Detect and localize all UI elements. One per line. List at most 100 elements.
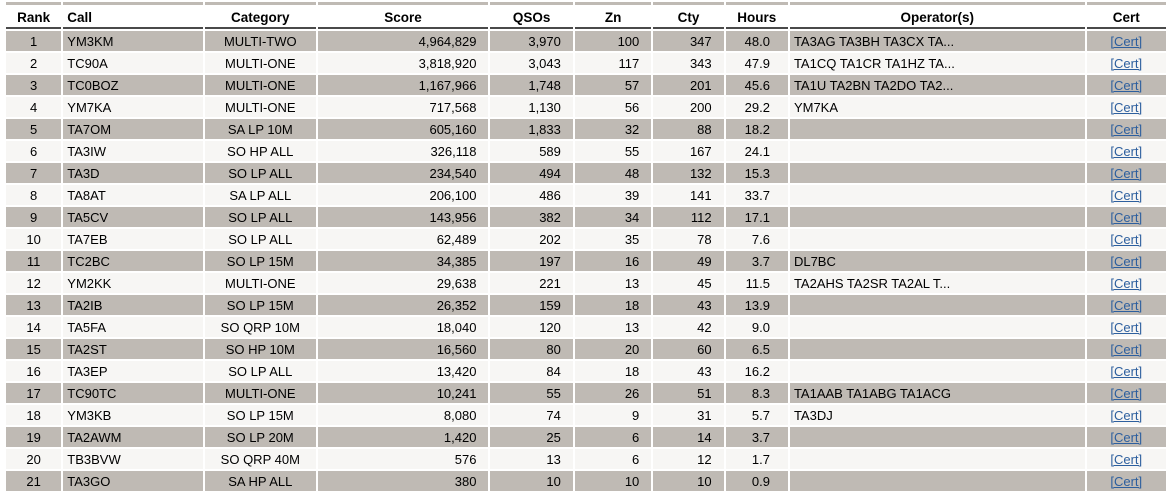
- cell-operators: [789, 295, 1085, 315]
- cell-score: 29,638: [317, 273, 489, 293]
- cell-rank: 11: [6, 251, 62, 271]
- cell-category: MULTI-ONE: [205, 75, 316, 95]
- cell-rank: 6: [6, 141, 62, 161]
- cell-cty: 31: [653, 405, 724, 425]
- cell-call: YM2KK: [63, 273, 203, 293]
- column-header-rank: Rank: [6, 7, 62, 29]
- cell-zn: 6: [574, 449, 652, 469]
- cell-category: SO HP ALL: [205, 141, 316, 161]
- cell-zn: 100: [574, 31, 652, 51]
- cell-cty: 167: [653, 141, 724, 161]
- cell-score: 13,420: [317, 361, 489, 381]
- cell-category: MULTI-ONE: [205, 53, 316, 73]
- table-row: 15 TA2ST SO HP 10M 16,560 80 20 60 6.5 [Cert]: [6, 339, 1166, 359]
- cert-link[interactable]: [Cert]: [1110, 209, 1143, 225]
- table-row: 16 TA3EP SO LP ALL 13,420 84 18 43 16.2 [Cert]: [6, 361, 1166, 381]
- cert-link[interactable]: [Cert]: [1110, 231, 1143, 247]
- cell-cty: 201: [653, 75, 724, 95]
- cell-zn: 117: [574, 53, 652, 73]
- cell-qsos: 197: [490, 251, 573, 271]
- cert-link[interactable]: [Cert]: [1110, 363, 1143, 379]
- cell-zn: 39: [574, 185, 652, 205]
- cell-zn: 48: [574, 163, 652, 183]
- cert-link[interactable]: [Cert]: [1110, 55, 1143, 71]
- cutoff-cell: [725, 2, 788, 5]
- cell-score: 143,956: [317, 207, 489, 227]
- cell-zn: 18: [574, 361, 652, 381]
- cell-call: TA2ST: [63, 339, 203, 359]
- cert-link[interactable]: [Cert]: [1110, 121, 1143, 137]
- cell-rank: 20: [6, 449, 62, 469]
- cell-hours: 17.1: [725, 207, 788, 227]
- cell-zn: 26: [574, 383, 652, 403]
- cutoff-cell: [653, 2, 724, 5]
- cutoff-cell: [1086, 2, 1166, 5]
- cell-category: SO QRP 40M: [205, 449, 316, 469]
- cell-operators: [789, 229, 1085, 249]
- cert-link[interactable]: [Cert]: [1110, 77, 1143, 93]
- cell-hours: 15.3: [725, 163, 788, 183]
- cell-score: 26,352: [317, 295, 489, 315]
- cell-zn: 10: [574, 471, 652, 491]
- cell-qsos: 3,043: [490, 53, 573, 73]
- cell-cert: [Cert]: [1086, 339, 1166, 359]
- cell-qsos: 221: [490, 273, 573, 293]
- column-header-qsos: QSOs: [490, 7, 573, 29]
- table-row: 17 TC90TC MULTI-ONE 10,241 55 26 51 8.3 TA1AAB T…: [6, 383, 1166, 403]
- cell-call: TA8AT: [63, 185, 203, 205]
- cell-score: 4,964,829: [317, 31, 489, 51]
- cell-hours: 16.2: [725, 361, 788, 381]
- cell-category: SO LP 15M: [205, 295, 316, 315]
- cell-cert: [Cert]: [1086, 383, 1166, 403]
- cert-link[interactable]: [Cert]: [1110, 297, 1143, 313]
- cell-rank: 3: [6, 75, 62, 95]
- cell-score: 16,560: [317, 339, 489, 359]
- cell-hours: 11.5: [725, 273, 788, 293]
- cutoff-cell: [205, 2, 316, 5]
- cert-link[interactable]: [Cert]: [1110, 99, 1143, 115]
- cell-qsos: 1,748: [490, 75, 573, 95]
- column-header-zn: Zn: [574, 7, 652, 29]
- cert-link[interactable]: [Cert]: [1110, 253, 1143, 269]
- cell-cert: [Cert]: [1086, 97, 1166, 117]
- cell-rank: 7: [6, 163, 62, 183]
- cell-score: 1,167,966: [317, 75, 489, 95]
- cell-qsos: 84: [490, 361, 573, 381]
- cert-link[interactable]: [Cert]: [1110, 407, 1143, 423]
- cell-category: SO LP ALL: [205, 361, 316, 381]
- cell-hours: 3.7: [725, 251, 788, 271]
- cert-link[interactable]: [Cert]: [1110, 473, 1143, 489]
- cell-score: 10,241: [317, 383, 489, 403]
- cert-link[interactable]: [Cert]: [1110, 143, 1143, 159]
- cell-category: SA LP ALL: [205, 185, 316, 205]
- cert-link[interactable]: [Cert]: [1110, 165, 1143, 181]
- cutoff-cell: [63, 2, 203, 5]
- cert-link[interactable]: [Cert]: [1110, 385, 1143, 401]
- cell-cert: [Cert]: [1086, 185, 1166, 205]
- cell-category: SO LP ALL: [205, 163, 316, 183]
- cell-cty: 12: [653, 449, 724, 469]
- cell-zn: 6: [574, 427, 652, 447]
- cert-link[interactable]: [Cert]: [1110, 451, 1143, 467]
- cell-category: MULTI-ONE: [205, 97, 316, 117]
- cell-qsos: 13: [490, 449, 573, 469]
- cell-cty: 132: [653, 163, 724, 183]
- cell-category: MULTI-ONE: [205, 383, 316, 403]
- cert-link[interactable]: [Cert]: [1110, 275, 1143, 291]
- cert-link[interactable]: [Cert]: [1110, 341, 1143, 357]
- cert-link[interactable]: [Cert]: [1110, 319, 1143, 335]
- cell-score: 326,118: [317, 141, 489, 161]
- cert-link[interactable]: [Cert]: [1110, 187, 1143, 203]
- cell-category: SA HP ALL: [205, 471, 316, 491]
- cert-link[interactable]: [Cert]: [1110, 33, 1143, 49]
- cell-qsos: 10: [490, 471, 573, 491]
- cell-cert: [Cert]: [1086, 75, 1166, 95]
- cell-operators: [789, 339, 1085, 359]
- cell-hours: 9.0: [725, 317, 788, 337]
- cell-call: TC0BOZ: [63, 75, 203, 95]
- cell-hours: 48.0: [725, 31, 788, 51]
- cell-cty: 45: [653, 273, 724, 293]
- cert-link[interactable]: [Cert]: [1110, 429, 1143, 445]
- cell-rank: 19: [6, 427, 62, 447]
- cell-qsos: 74: [490, 405, 573, 425]
